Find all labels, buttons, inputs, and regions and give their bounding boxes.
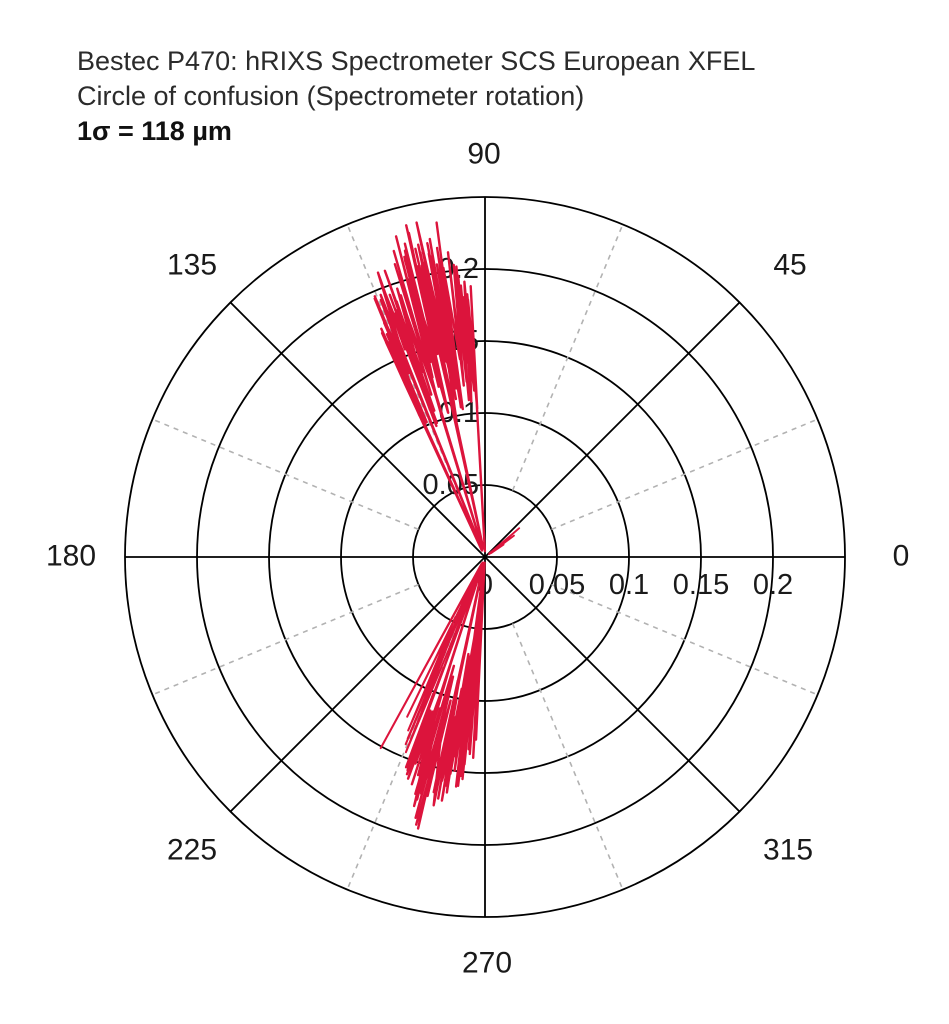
r-label-h-0.2: 0.2 bbox=[753, 569, 793, 601]
minor-radial-line-202.5 bbox=[152, 583, 419, 696]
angle-label-180: 180 bbox=[46, 540, 96, 573]
minor-radial-line-22.5 bbox=[551, 418, 818, 531]
chart-title-line1: Bestec P470: hRIXS Spectrometer SCS Euro… bbox=[77, 46, 756, 76]
chart-title-line2: Circle of confusion (Spectrometer rotati… bbox=[77, 81, 585, 111]
angle-label-90: 90 bbox=[467, 138, 500, 171]
minor-radial-line-247.5 bbox=[346, 623, 459, 890]
trace-lower-lobe-main bbox=[404, 561, 486, 830]
minor-radial-line-157.5 bbox=[152, 418, 419, 531]
angle-label-45: 45 bbox=[773, 249, 806, 282]
trace-upper-lobe bbox=[373, 221, 487, 553]
minor-radial-line-67.5 bbox=[511, 224, 624, 491]
chart-title-block: Bestec P470: hRIXS Spectrometer SCS Euro… bbox=[77, 44, 755, 149]
angle-label-270: 270 bbox=[462, 947, 512, 980]
r-label-h-0.1: 0.1 bbox=[609, 569, 649, 601]
angle-label-135: 135 bbox=[167, 249, 217, 282]
major-radial-line-315 bbox=[484, 556, 741, 813]
r-label-h-0.15: 0.15 bbox=[673, 569, 729, 601]
major-radial-line-135 bbox=[229, 301, 486, 558]
r-label-h-0.05: 0.05 bbox=[529, 569, 585, 601]
angle-label-0: 0 bbox=[893, 540, 910, 573]
major-radial-line-45 bbox=[484, 301, 741, 558]
angle-label-315: 315 bbox=[763, 834, 813, 867]
minor-radial-line-337.5 bbox=[551, 583, 818, 696]
trace-center-spike-upper-right bbox=[488, 527, 521, 556]
trace-lower-lobe-thin-spikes bbox=[379, 561, 484, 754]
angle-label-225: 225 bbox=[167, 834, 217, 867]
minor-radial-line-292.5 bbox=[511, 623, 624, 890]
chart-sigma-annotation: 1σ = 118 µm bbox=[77, 116, 232, 146]
major-radial-line-225 bbox=[229, 556, 486, 813]
